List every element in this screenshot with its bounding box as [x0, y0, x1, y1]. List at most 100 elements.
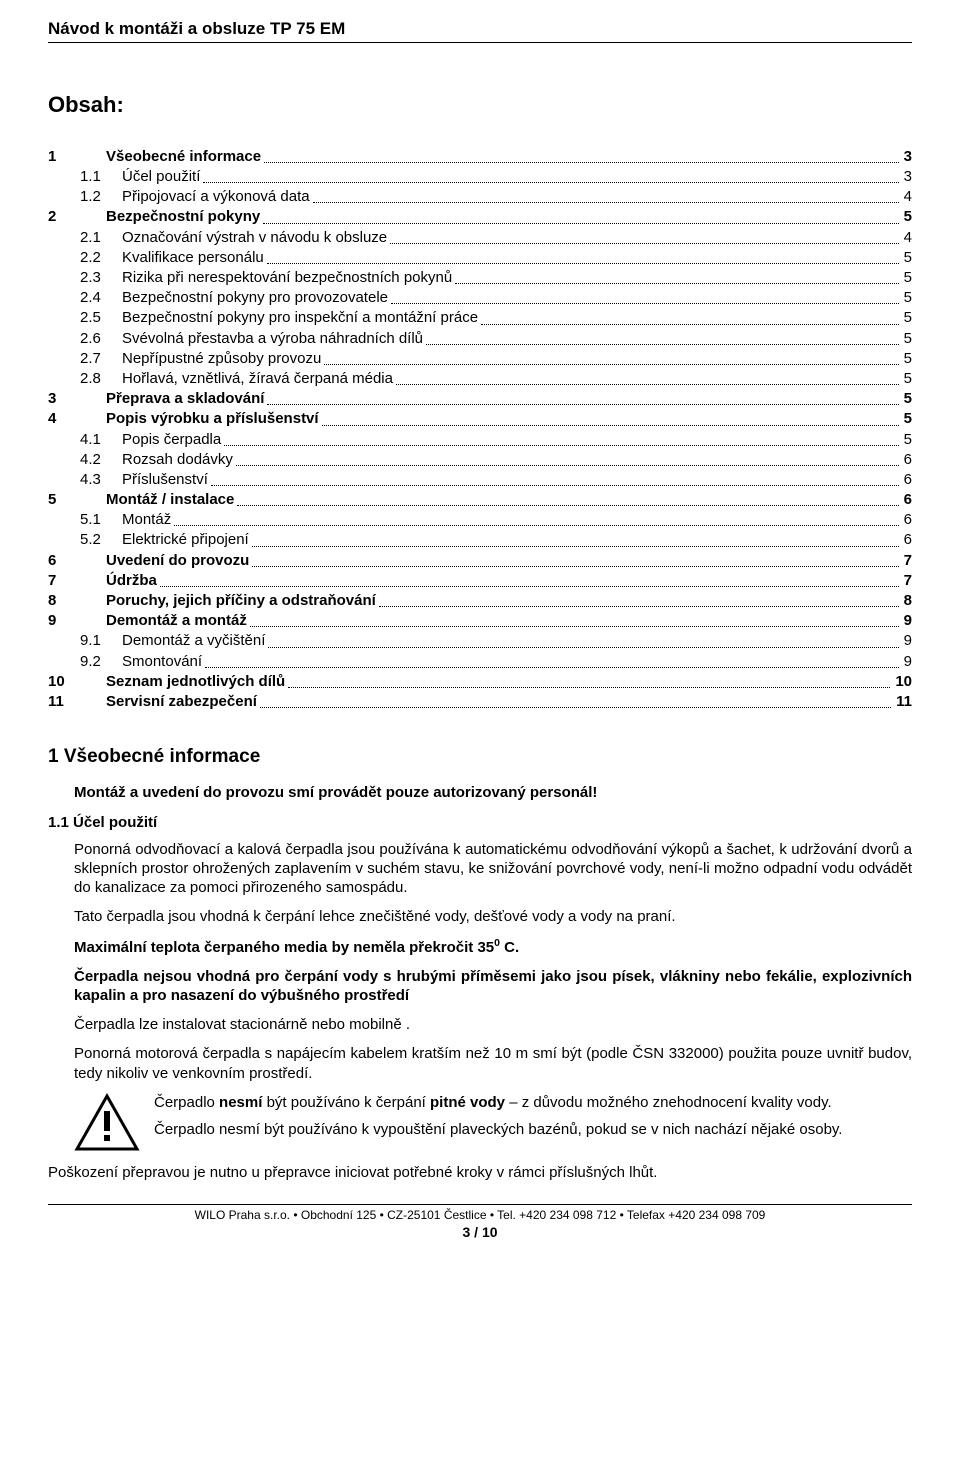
toc-dots — [252, 535, 899, 547]
page-header-title: Návod k montáži a obsluze TP 75 EM — [48, 18, 912, 43]
toc-number: 4.1 — [48, 430, 122, 449]
toc-row: 2.2Kvalifikace personálu 5 — [48, 248, 912, 267]
toc-dots — [174, 514, 898, 526]
toc-page: 5 — [902, 389, 912, 408]
page-footer: WILO Praha s.r.o. • Obchodní 125 • CZ-25… — [48, 1204, 912, 1242]
toc-dots — [426, 333, 899, 345]
subhead-1-1: 1.1 Účel použití — [48, 813, 912, 832]
w1c: být používáno k čerpání — [262, 1094, 430, 1111]
toc-page: 9 — [902, 611, 912, 630]
toc-row: 9.1Demontáž a vyčištění 9 — [48, 631, 912, 650]
toc-page: 5 — [902, 308, 912, 327]
toc-label: Montáž / instalace — [106, 490, 234, 509]
toc-row: 4.1Popis čerpadla 5 — [48, 430, 912, 449]
toc-row: 2.8Hořlavá, vznětlivá, žíravá čerpaná mé… — [48, 369, 912, 388]
toc-label: Popis výrobku a příslušenství — [106, 409, 319, 428]
toc-dots — [268, 636, 898, 648]
toc-row: 2.3Rizika při nerespektování bezpečnostn… — [48, 268, 912, 287]
toc-page: 6 — [902, 510, 912, 529]
paragraph-install: Čerpadla lze instalovat stacionárně nebo… — [74, 1015, 912, 1034]
toc-label: Hořlavá, vznětlivá, žíravá čerpaná média — [122, 369, 393, 388]
toc-number: 2.2 — [48, 248, 122, 267]
toc-dots — [237, 494, 898, 506]
toc-dots — [267, 393, 898, 405]
toc-row: 4Popis výrobku a příslušenství 5 — [48, 409, 912, 428]
toc-row: 7Údržba7 — [48, 571, 912, 590]
toc-label: Rizika při nerespektování bezpečnostních… — [122, 268, 452, 287]
toc-dots — [264, 151, 899, 163]
toc-label: Smontování — [122, 652, 202, 671]
toc-label: Demontáž a vyčištění — [122, 631, 265, 650]
toc-label: Servisní zabezpečení — [106, 692, 257, 711]
toc-page: 3 — [902, 167, 912, 186]
toc-row: 6Uvedení do provozu7 — [48, 551, 912, 570]
toc-row: 1.1Účel použití3 — [48, 167, 912, 186]
toc-number: 4 — [48, 409, 106, 428]
toc-number: 9.2 — [48, 652, 122, 671]
toc-dots — [322, 414, 899, 426]
toc-dots — [211, 474, 899, 486]
toc-page: 5 — [902, 248, 912, 267]
toc-dots — [205, 656, 899, 668]
toc-label: Uvedení do provozu — [106, 551, 249, 570]
toc-number: 10 — [48, 672, 106, 691]
toc-dots — [260, 696, 891, 708]
toc-dots — [481, 313, 899, 325]
toc-page: 11 — [894, 692, 912, 711]
toc-dots — [390, 232, 899, 244]
toc-dots — [236, 454, 899, 466]
warning-text-1: Čerpadlo nesmí být používáno k čerpání p… — [154, 1093, 842, 1112]
toc-dots — [288, 676, 890, 688]
toc-number: 1.2 — [48, 187, 122, 206]
toc-page: 5 — [902, 409, 912, 428]
toc-label: Připojovací a výkonová data — [122, 187, 310, 206]
toc-label: Označování výstrah v návodu k obsluze — [122, 228, 387, 247]
toc-label: Bezpečnostní pokyny — [106, 207, 260, 226]
toc-page: 5 — [902, 430, 912, 449]
toc-row: 2.5Bezpečnostní pokyny pro inspekční a m… — [48, 308, 912, 327]
paragraph-unsuitable: Čerpadla nejsou vhodná pro čerpání vody … — [74, 967, 912, 1005]
w1a: Čerpadlo — [154, 1094, 219, 1111]
toc-number: 8 — [48, 591, 106, 610]
toc-page: 7 — [902, 551, 912, 570]
toc-label: Seznam jednotlivých dílů — [106, 672, 285, 691]
w1e: – z důvodu možného znehodnocení kvality … — [505, 1094, 832, 1111]
table-of-contents: 1Všeobecné informace31.1Účel použití31.2… — [48, 147, 912, 711]
toc-page: 5 — [902, 268, 912, 287]
toc-page: 5 — [902, 207, 912, 226]
toc-page: 6 — [902, 470, 912, 489]
toc-label: Demontáž a montáž — [106, 611, 247, 630]
paragraph-maxtemp: Maximální teplota čerpaného media by nem… — [74, 937, 912, 957]
toc-dots — [379, 595, 899, 607]
toc-dots — [313, 191, 899, 203]
toc-label: Rozsah dodávky — [122, 450, 233, 469]
toc-dots — [324, 353, 898, 365]
paragraph-purpose: Ponorná odvodňovací a kalová čerpadla js… — [74, 840, 912, 898]
maxtemp-suffix: C. — [500, 939, 519, 956]
toc-number: 5.1 — [48, 510, 122, 529]
toc-dots — [160, 575, 899, 587]
toc-page: 6 — [902, 530, 912, 549]
toc-number: 4.3 — [48, 470, 122, 489]
toc-number: 1.1 — [48, 167, 122, 186]
toc-page: 7 — [902, 571, 912, 590]
toc-number: 9.1 — [48, 631, 122, 650]
toc-row: 5.2Elektrické připojení6 — [48, 530, 912, 549]
warning-text: Čerpadlo nesmí být používáno k čerpání p… — [154, 1093, 842, 1153]
toc-dots — [203, 171, 898, 183]
toc-label: Popis čerpadla — [122, 430, 221, 449]
toc-page: 9 — [902, 631, 912, 650]
toc-page: 6 — [902, 450, 912, 469]
w1d: pitné vody — [430, 1094, 505, 1111]
toc-dots — [252, 555, 898, 567]
toc-number: 2.6 — [48, 329, 122, 348]
lead-warning: Montáž a uvedení do provozu smí provádět… — [74, 783, 912, 802]
paragraph-cable: Ponorná motorová čerpadla s napájecím ka… — [74, 1044, 912, 1082]
toc-label: Příslušenství — [122, 470, 208, 489]
w1b: nesmí — [219, 1094, 262, 1111]
toc-page: 9 — [902, 652, 912, 671]
toc-dots — [250, 615, 899, 627]
toc-page: 8 — [902, 591, 912, 610]
toc-label: Kvalifikace personálu — [122, 248, 264, 267]
toc-row: 8Poruchy, jejich příčiny a odstraňování8 — [48, 591, 912, 610]
